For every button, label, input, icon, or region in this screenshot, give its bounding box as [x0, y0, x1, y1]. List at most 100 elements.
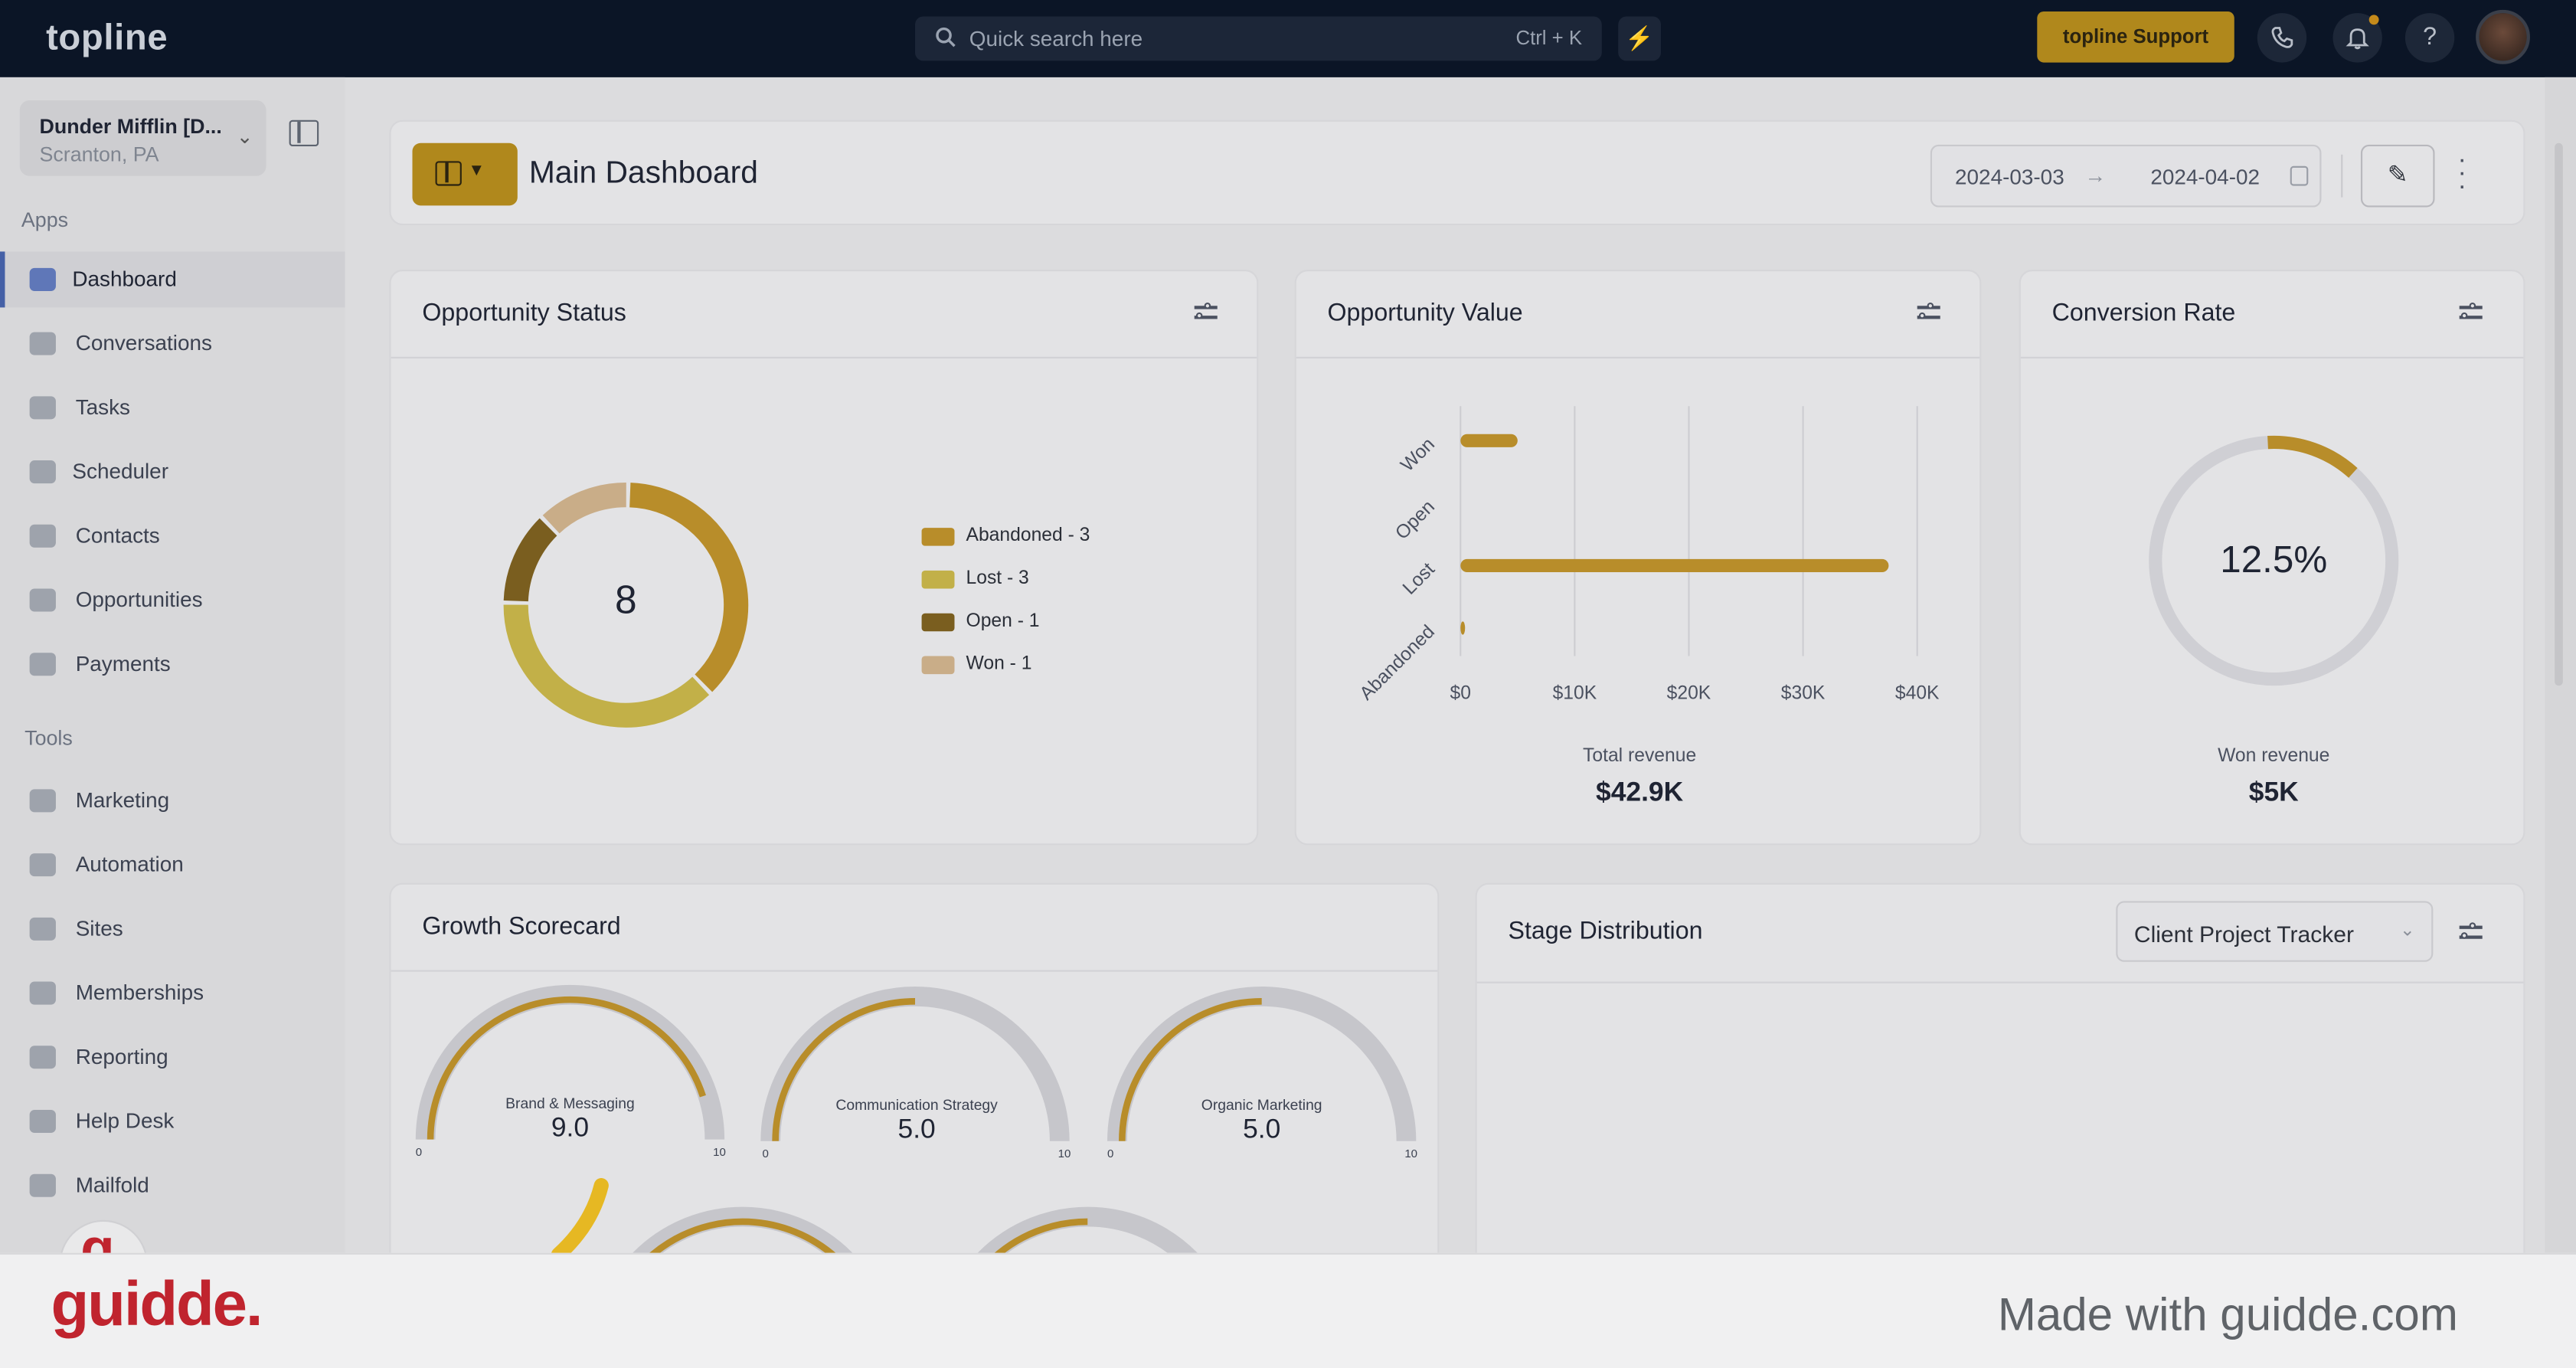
bar-abandoned[interactable]	[1460, 621, 1466, 635]
page-scrollbar[interactable]	[2545, 77, 2576, 1253]
chevron-down-icon: ⌄	[2399, 921, 2415, 941]
sidebar-item-opportunities[interactable]: Opportunities	[0, 572, 345, 628]
chevron-down-icon: ⌄	[236, 125, 253, 149]
date-to[interactable]: 2024-04-02	[2150, 164, 2261, 189]
sidebar-item-automation[interactable]: Automation	[0, 837, 345, 893]
donut-slice-won[interactable]	[542, 483, 627, 534]
donut-slice-abandoned[interactable]	[629, 483, 749, 692]
opportunity-status-donut	[503, 483, 749, 728]
card-title: Conversion Rate	[2051, 299, 2236, 328]
total-revenue-label: Total revenue	[1583, 746, 1697, 767]
gauge-max: 10	[1058, 1149, 1071, 1161]
phone-button[interactable]	[2257, 13, 2307, 63]
gauge-min: 0	[762, 1149, 769, 1161]
target-icon	[29, 588, 56, 612]
guidde-logo[interactable]: guidde.	[51, 1271, 263, 1340]
divider	[2341, 154, 2343, 198]
sidebar-item-conversations[interactable]: Conversations	[0, 316, 345, 371]
gauge-label: Brand & Messaging	[505, 1095, 635, 1112]
bar-won[interactable]	[1460, 434, 1518, 447]
collapse-sidebar-icon[interactable]	[289, 119, 319, 147]
user-icon	[29, 524, 56, 548]
ring-progress	[2267, 435, 2358, 478]
stage-distribution-card: Stage Distribution Client Project Tracke…	[1475, 882, 2525, 1278]
filter-icon[interactable]	[1194, 302, 1218, 322]
total-revenue-value: $42.9K	[1596, 777, 1684, 807]
sidebar-item-reporting[interactable]: Reporting	[0, 1029, 345, 1085]
x-tick-label: $20K	[1667, 682, 1711, 703]
sidebar-item-dashboard[interactable]: Dashboard	[0, 251, 345, 308]
opportunity-status-card: Opportunity Status 8 Abandoned - 3 Lost …	[389, 270, 1259, 846]
search-box[interactable]: Quick search here Ctrl + K	[914, 16, 1602, 61]
view-switcher-button[interactable]: ▾	[412, 142, 518, 206]
chat-icon	[29, 332, 56, 355]
sidebar-item-memberships[interactable]: Memberships	[0, 965, 345, 1021]
y-tick-label: Open	[1391, 496, 1439, 544]
sidebar-item-sites[interactable]: Sites	[0, 901, 345, 957]
sidebar-item-mailfold[interactable]: Mailfold	[0, 1157, 345, 1213]
sidebar-item-tasks[interactable]: Tasks	[0, 380, 345, 436]
mail-icon	[29, 1173, 56, 1197]
top-bar: topline Quick search here Ctrl + K ⚡ top…	[0, 0, 2576, 77]
account-switcher[interactable]: Dunder Mifflin [D... Scranton, PA ⌄	[19, 100, 266, 176]
gauge-fill	[427, 996, 706, 1140]
filter-icon[interactable]	[2459, 302, 2483, 322]
cursor-highlight	[551, 1178, 609, 1258]
notification-dot	[2368, 15, 2379, 25]
gauge-max: 10	[1404, 1149, 1418, 1161]
sidebar-item-contacts[interactable]: Contacts	[0, 508, 345, 564]
pie-icon	[29, 1046, 56, 1069]
credit-card-icon	[29, 653, 56, 676]
gauge-track	[956, 1206, 1218, 1280]
app-logo[interactable]: topline	[46, 16, 168, 58]
help-button[interactable]: ?	[2404, 13, 2455, 63]
megaphone-icon	[29, 789, 56, 813]
gauge-label: Organic Marketing	[1201, 1096, 1322, 1114]
made-with-text[interactable]: Made with guidde.com	[1997, 1288, 2458, 1340]
donut-slice-open[interactable]	[503, 518, 557, 602]
edit-dashboard-button[interactable]: ✎	[2360, 144, 2435, 208]
phone-icon	[2271, 27, 2293, 48]
pipeline-select-value: Client Project Tracker	[2133, 921, 2355, 947]
bar-lost[interactable]	[1460, 558, 1889, 573]
gauge-fill	[772, 998, 915, 1141]
sidebar-item-marketing[interactable]: Marketing	[0, 773, 345, 829]
pipeline-select[interactable]: Client Project Tracker ⌄	[2116, 901, 2434, 962]
x-tick-label: $40K	[1895, 682, 1940, 703]
date-range-picker[interactable]: 2024-03-03 → 2024-04-02	[1930, 144, 2322, 208]
sidebar-item-help-desk[interactable]: Help Desk	[0, 1094, 345, 1150]
filter-icon[interactable]	[2459, 922, 2483, 942]
user-avatar[interactable]	[2476, 9, 2530, 64]
gauge-max: 10	[713, 1147, 726, 1160]
page-title: Main Dashboard	[528, 155, 758, 191]
card-title: Opportunity Status	[422, 299, 626, 328]
dashboard-header: ▾ Main Dashboard 2024-03-03 → 2024-04-02…	[389, 119, 2525, 226]
sidebar-item-scheduler[interactable]: Scheduler	[0, 444, 345, 500]
opportunity-value-chart: $0 $10K $20K $30K $40K Won Open Lost Abandoned	[1356, 406, 1940, 705]
gauge-track	[760, 986, 1070, 1141]
dashboard-icon	[29, 267, 56, 291]
more-options-icon[interactable]: · · ·	[2457, 146, 2466, 201]
sidebar-item-payments[interactable]: Payments	[0, 637, 345, 692]
date-from[interactable]: 2024-03-03	[1955, 164, 2064, 189]
layout-icon	[435, 161, 462, 186]
conversion-rate-ring	[2149, 435, 2399, 686]
gauge-min: 0	[1107, 1149, 1114, 1161]
card-title: Stage Distribution	[1508, 917, 1703, 946]
calendar-icon[interactable]	[2290, 165, 2309, 186]
donut-total: 8	[615, 578, 637, 623]
calendar-icon	[29, 460, 56, 484]
apps-heading: Apps	[21, 208, 69, 232]
gauge-value: 5.0	[1243, 1114, 1281, 1145]
card-title: Growth Scorecard	[422, 912, 621, 941]
y-tick-label: Won	[1397, 434, 1439, 476]
gauge-min: 0	[415, 1147, 423, 1160]
search-input[interactable]: Quick search here	[969, 26, 1143, 51]
help-circle-icon	[29, 1109, 56, 1134]
donut-slice-lost[interactable]	[503, 604, 710, 728]
bolt-icon[interactable]: ⚡	[1618, 16, 1662, 61]
filter-icon[interactable]	[1917, 302, 1940, 322]
support-button[interactable]: topline Support	[2037, 11, 2234, 63]
chevron-down-icon: ▾	[471, 158, 482, 182]
search-shortcut: Ctrl + K	[1515, 26, 1583, 50]
